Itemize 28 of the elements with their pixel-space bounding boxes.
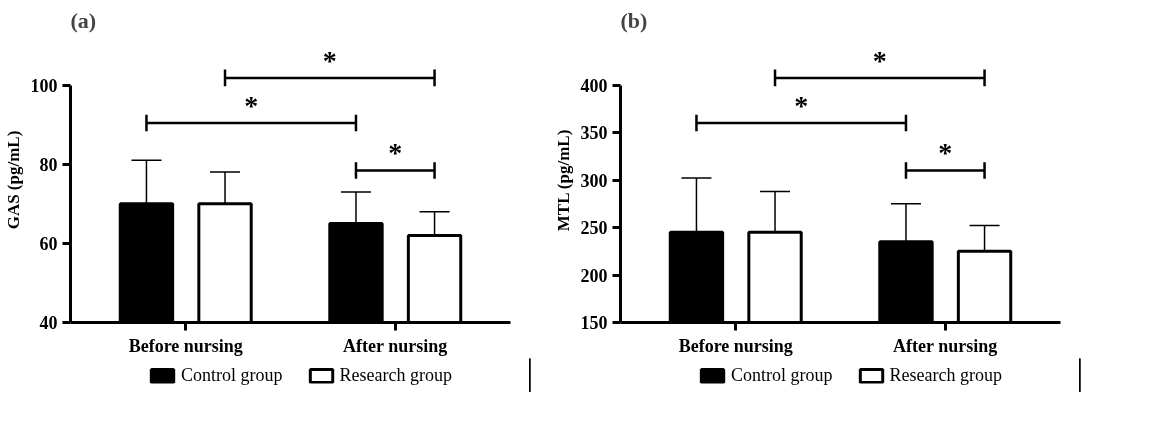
y-tick-label: 400 <box>580 75 608 96</box>
legend-label: Research group <box>339 364 452 386</box>
y-tick-label: 250 <box>580 218 608 238</box>
y-tick-label: 150 <box>580 313 608 333</box>
y-tick-label: 60 <box>39 233 58 254</box>
x-tick-label: Before nursing <box>128 335 243 356</box>
annotation: * <box>244 89 259 121</box>
x-tick-label: After nursing <box>343 335 448 356</box>
text: * <box>872 44 887 76</box>
annotation: * <box>938 137 953 169</box>
y-tick-label: 300 <box>580 170 608 191</box>
chart-title: (a) <box>70 7 97 33</box>
legend-label: Research group <box>889 364 1002 386</box>
y-tick-label: 350 <box>580 123 608 143</box>
annotation: * <box>388 137 403 169</box>
y-tick-label: 100 <box>30 75 58 96</box>
legend-label: Control group <box>181 364 283 386</box>
y-tick-label: 80 <box>39 154 58 175</box>
chart-title: (b) <box>620 7 648 33</box>
y-tick-label: 200 <box>580 265 608 286</box>
x-tick-label: After nursing <box>893 335 998 356</box>
x-tick-label: Before nursing <box>678 335 793 356</box>
y-axis-title: GAS (pg/mL) <box>3 130 23 230</box>
y-axis-title: MTL (pg/mL) <box>553 129 573 232</box>
y-tick-label: 40 <box>39 313 58 333</box>
annotation: * <box>794 89 809 121</box>
legend-label: Control group <box>731 364 833 386</box>
text: * <box>322 44 337 76</box>
